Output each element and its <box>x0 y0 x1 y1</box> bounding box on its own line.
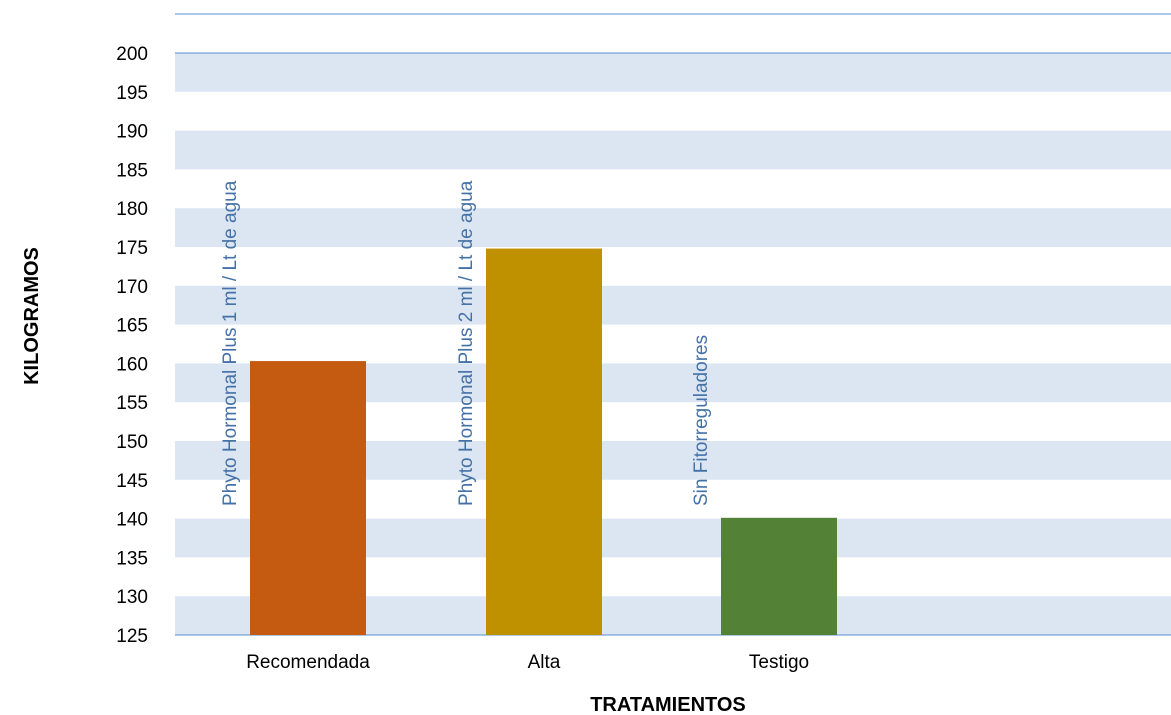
bar <box>486 248 602 635</box>
grid-band <box>175 285 1171 325</box>
bar <box>250 361 366 635</box>
grid-band <box>175 208 1171 247</box>
x-axis-title: TRATAMIENTOS <box>590 694 746 715</box>
y-tick-label: 175 <box>116 238 148 259</box>
bar-annotation: Sin Fitorreguladores <box>691 335 712 506</box>
bar-annotation: Phyto Hormonal Plus 2 ml / Lt de agua <box>456 180 477 506</box>
y-tick-label: 130 <box>116 587 148 608</box>
y-tick-label: 160 <box>116 354 148 375</box>
y-tick-label: 200 <box>116 44 148 65</box>
y-tick-label: 195 <box>116 83 148 104</box>
x-category-label: Testigo <box>749 652 809 673</box>
bars <box>250 248 837 635</box>
grid-bands <box>175 53 1171 635</box>
bar <box>721 517 837 635</box>
y-tick-label: 165 <box>116 316 148 337</box>
y-tick-label: 190 <box>116 122 148 143</box>
y-tick-label: 180 <box>116 199 148 220</box>
bar-annotation: Phyto Hormonal Plus 1 ml / Lt de agua <box>220 180 241 506</box>
y-tick-label: 140 <box>116 510 148 531</box>
x-category-label: Alta <box>528 652 561 673</box>
y-tick-label: 185 <box>116 160 148 181</box>
y-tick-label: 150 <box>116 432 148 453</box>
y-tick-label: 170 <box>116 277 148 298</box>
y-tick-label: 135 <box>116 548 148 569</box>
x-category-label: Recomendada <box>246 652 370 673</box>
grid-band <box>175 130 1171 170</box>
y-tick-label: 125 <box>116 626 148 647</box>
bar-annotations: Phyto Hormonal Plus 1 ml / Lt de agua Phy… <box>220 180 712 506</box>
grid-band <box>175 53 1171 92</box>
y-tick-label: 155 <box>116 393 148 414</box>
x-category-labels: Recomendada Alta Testigo <box>246 652 809 673</box>
y-tick-labels: 125 130 135 140 145 150 155 160 165 170 175 180 185 1… <box>116 44 148 647</box>
y-tick-label: 145 <box>116 471 148 492</box>
y-axis-title: KILOGRAMOS <box>21 247 43 385</box>
